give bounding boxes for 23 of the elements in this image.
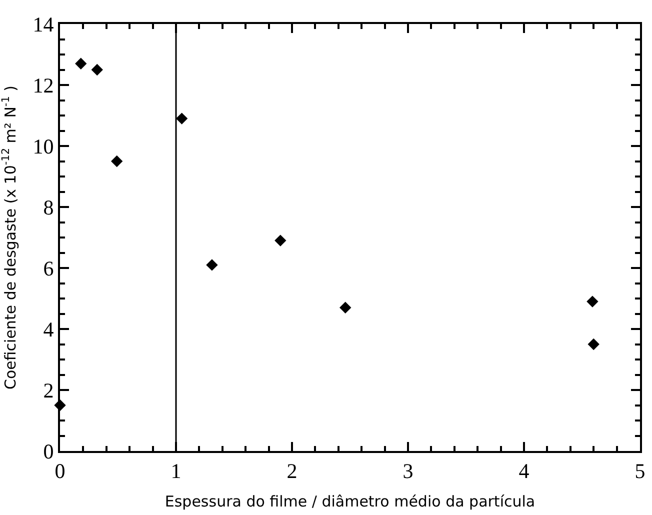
point	[588, 338, 600, 350]
point	[176, 112, 188, 124]
y-tick-label: 12	[32, 73, 54, 98]
x-tick-label: 3	[402, 459, 414, 484]
point	[110, 155, 123, 168]
x-tick-label: 4	[518, 459, 530, 484]
x-axis-title: Espessura do filme / diâmetro médio da partícula	[164, 492, 536, 511]
x-tick-label: 5	[634, 459, 646, 484]
y-tick-label: 10	[32, 134, 54, 158]
y-tick-label: 14	[32, 12, 54, 36]
point	[274, 234, 286, 246]
point	[340, 302, 352, 314]
x-tick-label: 2	[286, 459, 298, 484]
y-tick-label: 2	[43, 378, 54, 402]
y-tick-label: 4	[43, 317, 54, 342]
y-tick-label: 0	[43, 439, 54, 464]
y-tick-label: 6	[43, 256, 54, 280]
point	[206, 259, 218, 271]
point	[586, 296, 598, 308]
x-tick-label: 1	[170, 459, 182, 484]
point	[75, 58, 87, 70]
y-tick-label: 8	[43, 195, 54, 220]
point	[91, 64, 103, 76]
